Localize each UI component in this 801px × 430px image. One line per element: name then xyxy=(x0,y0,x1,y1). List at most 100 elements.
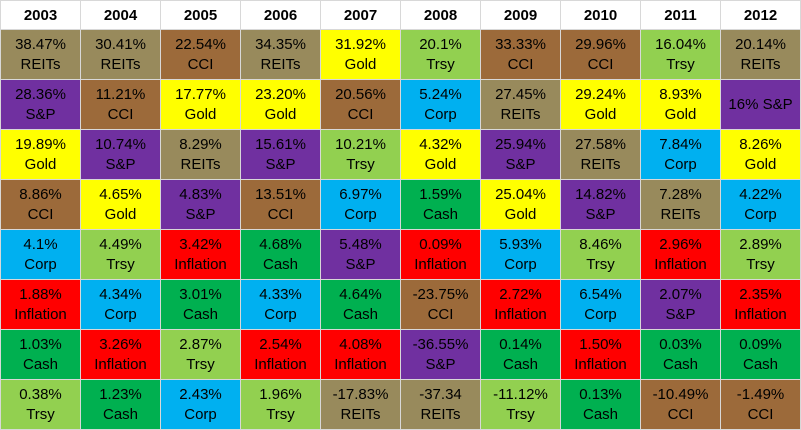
return-text: 16% S&P xyxy=(728,95,793,113)
asset-label: REITs xyxy=(740,55,781,73)
header-row: 2003 2004 2005 2006 2007 2008 2009 2010 2011 2012 xyxy=(0,0,801,30)
return-cell: 4.68% Cash xyxy=(240,229,321,280)
return-cell: 17.77% Gold xyxy=(160,79,241,130)
return-value: 8.86% xyxy=(19,185,62,203)
return-value: 7.84% xyxy=(659,135,702,153)
return-cell: 1.59% Cash xyxy=(400,179,481,230)
table-row: 19.89% Gold 10.74% S&P 8.29% REITs 15.61% S&P 10… xyxy=(0,129,801,180)
return-value: 4.64% xyxy=(339,285,382,303)
return-cell: 4.22% Corp xyxy=(720,179,801,230)
return-cell: 25.04% Gold xyxy=(480,179,561,230)
return-value: 3.01% xyxy=(179,285,222,303)
asset-label: REITs xyxy=(180,155,221,173)
asset-label: Trsy xyxy=(426,55,455,73)
return-value: 27.45% xyxy=(495,85,546,103)
return-cell: 28.36% S&P xyxy=(0,79,81,130)
return-value: 29.24% xyxy=(575,85,626,103)
return-value: 2.43% xyxy=(179,385,222,403)
asset-label: Trsy xyxy=(106,255,135,273)
asset-label: Gold xyxy=(424,155,457,173)
return-cell: 0.38% Trsy xyxy=(0,379,81,430)
return-value: 29.96% xyxy=(575,35,626,53)
asset-label: Trsy xyxy=(186,355,215,373)
return-cell: 29.24% Gold xyxy=(560,79,641,130)
return-value: 4.1% xyxy=(23,235,58,253)
table-row: 28.36% S&P 11.21% CCI 17.77% Gold 23.20% Gold 20… xyxy=(0,79,801,130)
asset-label: Corp xyxy=(744,205,777,223)
return-cell: 2.07% S&P xyxy=(640,279,721,330)
asset-label: Cash xyxy=(742,355,779,373)
return-cell: 19.89% Gold xyxy=(0,129,81,180)
asset-label: Cash xyxy=(102,405,139,423)
return-value: 38.47% xyxy=(15,35,66,53)
return-cell: 8.93% Gold xyxy=(640,79,721,130)
return-value: 4.68% xyxy=(259,235,302,253)
asset-label: Corp xyxy=(24,255,57,273)
return-cell: 2.54% Inflation xyxy=(240,329,321,380)
asset-label: Gold xyxy=(344,55,377,73)
asset-label: CCI xyxy=(347,105,374,123)
return-value: 31.92% xyxy=(335,35,386,53)
asset-label: Inflation xyxy=(254,355,307,373)
asset-label: S&P xyxy=(345,255,376,273)
return-cell: 2.96% Inflation xyxy=(640,229,721,280)
asset-label: CCI xyxy=(107,105,134,123)
asset-label: Trsy xyxy=(666,55,695,73)
return-cell: 6.54% Corp xyxy=(560,279,641,330)
asset-label: REITs xyxy=(500,105,541,123)
asset-label: Cash xyxy=(502,355,539,373)
asset-label: CCI xyxy=(587,55,614,73)
return-cell: 7.84% Corp xyxy=(640,129,721,180)
asset-label: Trsy xyxy=(586,255,615,273)
asset-label: Gold xyxy=(104,205,137,223)
return-cell: 22.54% CCI xyxy=(160,29,241,80)
asset-label: Inflation xyxy=(414,255,467,273)
asset-label: CCI xyxy=(27,205,54,223)
return-value: 27.58% xyxy=(575,135,626,153)
table-row: 1.88% Inflation 4.34% Corp 3.01% Cash 4.33% Cor… xyxy=(0,279,801,330)
return-value: 5.24% xyxy=(419,85,462,103)
return-value: 8.29% xyxy=(179,135,222,153)
return-cell: 7.28% REITs xyxy=(640,179,721,230)
asset-label: Trsy xyxy=(266,405,295,423)
return-cell: -11.12% Trsy xyxy=(480,379,561,430)
return-value: 10.74% xyxy=(95,135,146,153)
return-value: -1.49% xyxy=(736,385,785,403)
return-value: 2.35% xyxy=(739,285,782,303)
return-cell: 3.26% Inflation xyxy=(80,329,161,380)
return-cell: 0.13% Cash xyxy=(560,379,641,430)
asset-label: Cash xyxy=(262,255,299,273)
year-header: 2004 xyxy=(80,0,161,30)
return-value: 4.08% xyxy=(339,335,382,353)
asset-label: Corp xyxy=(584,305,617,323)
return-value: 3.42% xyxy=(179,235,222,253)
asset-label: Trsy xyxy=(506,405,535,423)
asset-label: S&P xyxy=(425,355,456,373)
return-cell: 4.1% Corp xyxy=(0,229,81,280)
return-value: 7.28% xyxy=(659,185,702,203)
return-cell: 8.46% Trsy xyxy=(560,229,641,280)
return-cell: 29.96% CCI xyxy=(560,29,641,80)
asset-label: Trsy xyxy=(346,155,375,173)
return-value: 10.21% xyxy=(335,135,386,153)
return-cell: 3.01% Cash xyxy=(160,279,241,330)
return-cell: 4.34% Corp xyxy=(80,279,161,330)
year-header: 2005 xyxy=(160,0,241,30)
year-header: 2012 xyxy=(720,0,801,30)
return-value: 4.22% xyxy=(739,185,782,203)
return-cell: 5.24% Corp xyxy=(400,79,481,130)
asset-label: Cash xyxy=(422,205,459,223)
return-cell: 3.42% Inflation xyxy=(160,229,241,280)
asset-label: Inflation xyxy=(654,255,707,273)
return-value: 22.54% xyxy=(175,35,226,53)
return-cell: -17.83% REITs xyxy=(320,379,401,430)
asset-label: Inflation xyxy=(94,355,147,373)
return-cell: -10.49% CCI xyxy=(640,379,721,430)
return-value: 0.13% xyxy=(579,385,622,403)
return-cell: 27.45% REITs xyxy=(480,79,561,130)
return-cell: 1.50% Inflation xyxy=(560,329,641,380)
table-row: 0.38% Trsy 1.23% Cash 2.43% Corp 1.96% Trsy -17.… xyxy=(0,379,801,430)
asset-label: Inflation xyxy=(14,305,67,323)
year-header: 2006 xyxy=(240,0,321,30)
